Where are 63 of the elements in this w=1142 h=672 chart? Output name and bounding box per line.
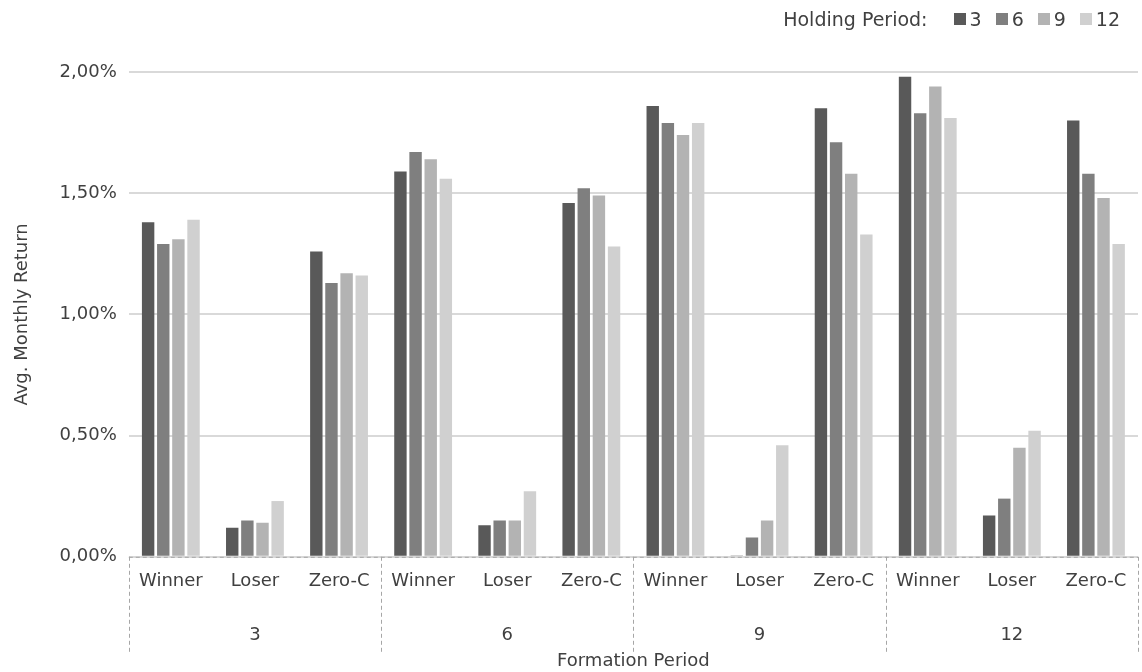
bar: [1013, 447, 1026, 556]
bar: [340, 273, 353, 556]
x-axis-title: Formation Period: [557, 648, 710, 670]
bar: [141, 222, 155, 556]
bar: [929, 86, 942, 556]
bar: [325, 282, 338, 556]
legend-title: Holding Period:: [783, 8, 928, 30]
y-tick-label: 2,00%: [59, 59, 117, 81]
bar: [562, 202, 575, 556]
y-tick-label: 1,00%: [59, 302, 117, 324]
text: 6: [501, 623, 513, 645]
x-tick-label: Winner: [643, 569, 708, 591]
bar: [1067, 120, 1080, 556]
bar: [814, 108, 828, 556]
bar: [226, 527, 239, 556]
text: 3: [249, 623, 261, 645]
bar: [493, 520, 506, 556]
legend-label: 6: [1011, 8, 1024, 30]
bar: [256, 522, 269, 556]
bar: [157, 244, 170, 556]
bar: [310, 251, 323, 556]
bar: [676, 135, 690, 556]
y-tick-label: 0,50%: [59, 423, 117, 445]
bar: [394, 171, 407, 556]
bar: [409, 151, 422, 556]
bar: [829, 142, 843, 556]
y-axis-title: Avg. Monthly Return: [10, 223, 32, 406]
x-tick-label: Loser: [735, 569, 785, 591]
bar: [577, 188, 590, 556]
x-tick-label: Winner: [895, 569, 961, 591]
bar: [845, 173, 858, 556]
x-tick-label: Zero-C: [1065, 569, 1127, 591]
bar: [982, 515, 996, 556]
x-tick-label: Zero-C: [308, 569, 370, 591]
text: 12: [1000, 623, 1024, 645]
x-tick-label: Loser: [987, 569, 1037, 591]
y-tick-label: 1,50%: [59, 180, 117, 202]
bar: [661, 122, 675, 556]
bar: [898, 76, 912, 556]
bar: [745, 537, 759, 556]
legend-label: 9: [1053, 8, 1066, 30]
bar: [508, 520, 522, 556]
x-tick-label: Zero-C: [813, 569, 875, 591]
y-tick-label: 0,00%: [59, 544, 117, 566]
bar: [478, 525, 491, 556]
bar: [998, 498, 1011, 556]
bar: [424, 159, 437, 556]
bar: [592, 195, 606, 556]
bar: [241, 520, 254, 556]
x-tick-label: Loser: [230, 569, 280, 591]
legend-label: 12: [1095, 8, 1120, 30]
bar: [1097, 198, 1110, 556]
x-tick-label: Loser: [482, 569, 533, 591]
bar: [1082, 173, 1095, 556]
bar: [646, 105, 659, 556]
bar: [760, 520, 774, 556]
text: 9: [753, 623, 766, 645]
legend-label: 3: [969, 8, 982, 30]
x-tick-label: Zero-C: [560, 569, 622, 591]
bar: [172, 239, 185, 556]
bar: [913, 113, 927, 556]
x-tick-label: Winner: [138, 569, 204, 591]
x-tick-label: Winner: [391, 569, 456, 591]
